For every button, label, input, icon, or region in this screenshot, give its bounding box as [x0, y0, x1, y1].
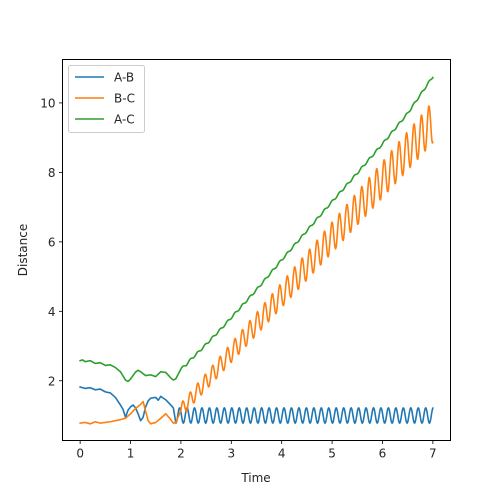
- y-tick-label: 2: [48, 374, 56, 388]
- series-line-a-b: [79, 386, 434, 424]
- y-tick-label: 6: [48, 235, 56, 249]
- series-line-b-c: [79, 105, 434, 425]
- y-tick-label: 4: [48, 305, 56, 319]
- x-tick-label: 5: [328, 447, 336, 461]
- legend: A-B B-C A-C: [68, 65, 145, 133]
- legend-box: [68, 65, 145, 133]
- y-tick-label: 10: [40, 96, 55, 110]
- x-tick-label: 0: [76, 447, 84, 461]
- x-tick-label: 4: [278, 447, 286, 461]
- x-axis: 0 1 2 3 4 5 6 7: [76, 440, 437, 461]
- x-tick-label: 6: [379, 447, 387, 461]
- x-axis-label: Time: [240, 471, 270, 485]
- y-tick-label: 8: [48, 166, 56, 180]
- plot-frame: [62, 59, 451, 441]
- x-tick-label: 7: [429, 447, 437, 461]
- series-line-a-c: [79, 76, 434, 383]
- y-axis: 2 4 6 8 10: [40, 96, 63, 388]
- x-tick-label: 2: [177, 447, 185, 461]
- x-tick-label: 3: [227, 447, 235, 461]
- legend-label: B-C: [114, 92, 135, 106]
- legend-label: A-C: [114, 113, 135, 127]
- x-tick-label: 1: [127, 447, 135, 461]
- plot-lines: [79, 76, 434, 425]
- legend-label: A-B: [114, 71, 134, 85]
- y-axis-label: Distance: [16, 224, 30, 276]
